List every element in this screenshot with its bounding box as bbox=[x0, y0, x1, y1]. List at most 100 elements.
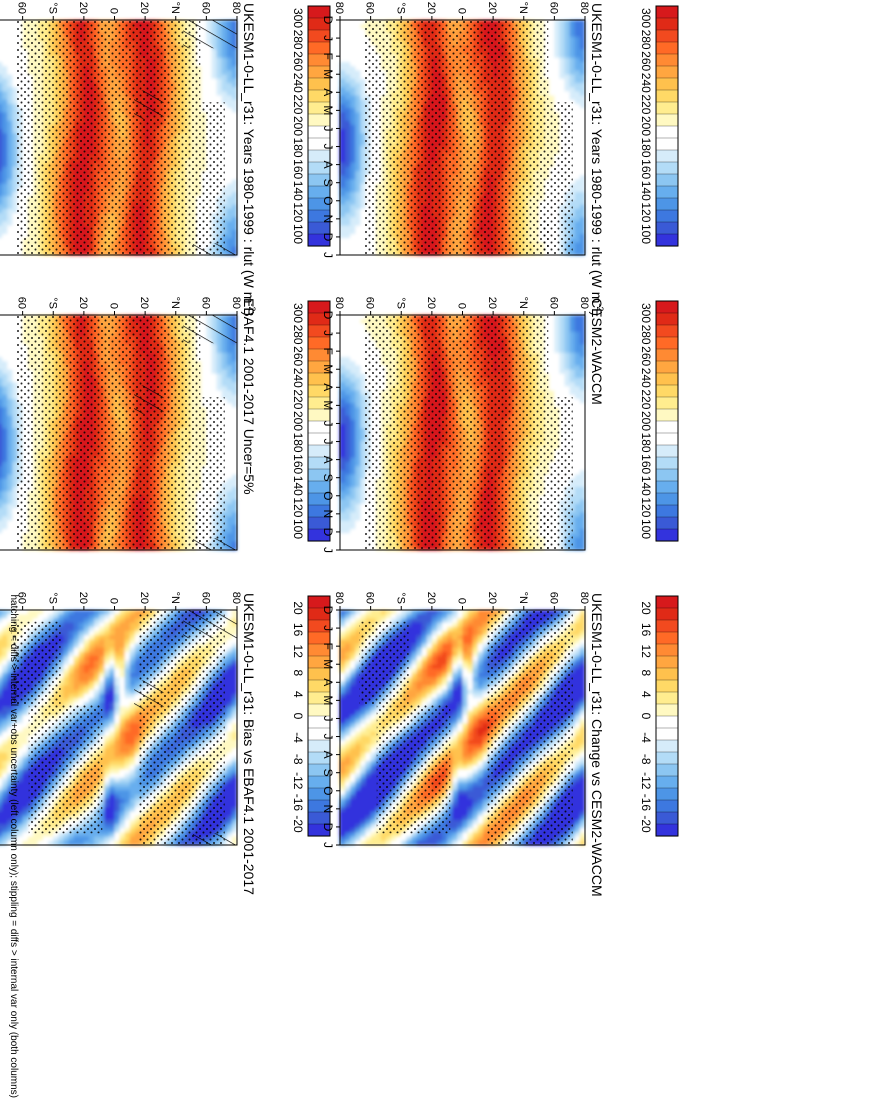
field-cell bbox=[231, 175, 237, 181]
field-cell bbox=[231, 70, 237, 76]
field-cell bbox=[558, 57, 565, 63]
field-cell bbox=[6, 175, 13, 181]
field-cell bbox=[548, 87, 555, 92]
field-cell bbox=[1, 141, 8, 147]
field-cell bbox=[349, 40, 356, 46]
field-cell bbox=[0, 213, 3, 218]
field-cell bbox=[548, 45, 555, 50]
field-cell bbox=[563, 61, 570, 67]
field-cell bbox=[579, 91, 585, 97]
field-cell bbox=[574, 32, 580, 38]
field-cell bbox=[354, 74, 361, 80]
field-cell bbox=[1, 78, 8, 84]
field-cell bbox=[0, 61, 3, 67]
field-cell bbox=[226, 91, 232, 97]
field-cell bbox=[354, 192, 361, 197]
field-cell bbox=[6, 234, 13, 239]
field-cell bbox=[0, 175, 3, 181]
field-cell bbox=[574, 112, 580, 118]
field-cell bbox=[226, 116, 232, 122]
field-cell bbox=[569, 82, 575, 88]
field-cell bbox=[200, 91, 207, 97]
field-cell bbox=[563, 91, 570, 97]
field-cell bbox=[226, 150, 232, 155]
panel-title: UKESM1-0-LL_r31: Years 1980-1999 : rlut … bbox=[241, 3, 257, 316]
field-cell bbox=[226, 225, 232, 231]
field-cell bbox=[563, 78, 570, 84]
field-cell bbox=[231, 238, 237, 244]
field-cell bbox=[349, 74, 356, 80]
field-cell bbox=[548, 95, 555, 101]
field-cell bbox=[349, 179, 356, 185]
colorbar-label: 180 bbox=[291, 138, 305, 158]
field-cell bbox=[574, 154, 580, 160]
field-cell bbox=[558, 95, 565, 101]
field-cell bbox=[231, 204, 237, 210]
field-cell bbox=[349, 124, 356, 130]
field-cell bbox=[574, 208, 580, 214]
hatch-region bbox=[134, 90, 164, 119]
field-cell bbox=[558, 20, 565, 25]
field-cell bbox=[579, 145, 585, 151]
field-cell bbox=[349, 24, 356, 29]
field-cell bbox=[1, 133, 8, 139]
field-cell bbox=[0, 225, 3, 231]
field-cell bbox=[1, 145, 8, 151]
field-cell bbox=[6, 225, 13, 231]
field-cell bbox=[231, 108, 237, 113]
field-cell bbox=[574, 82, 580, 88]
field-cell bbox=[210, 74, 217, 80]
field-cell bbox=[574, 192, 580, 197]
field-cell bbox=[349, 70, 356, 76]
field-cell bbox=[0, 137, 3, 143]
field-cell bbox=[548, 74, 555, 80]
field-cell bbox=[226, 175, 232, 181]
field-cell bbox=[579, 49, 585, 55]
field-cell bbox=[215, 61, 222, 67]
field-cell bbox=[11, 66, 18, 71]
field-cell bbox=[0, 229, 3, 235]
field-cell bbox=[0, 32, 3, 38]
field-cell bbox=[574, 57, 580, 63]
field-cell bbox=[354, 32, 361, 38]
field-cell bbox=[354, 129, 361, 134]
field-cell bbox=[226, 192, 232, 197]
field-cell bbox=[0, 187, 3, 193]
field-cell bbox=[231, 124, 237, 130]
field-cell bbox=[574, 49, 580, 55]
field-cell bbox=[6, 213, 13, 218]
field-cell bbox=[6, 66, 13, 71]
hatch-region bbox=[183, 20, 237, 49]
field-cell bbox=[1, 166, 8, 172]
panel-title: UKESM1-0-LL_r31: Years 1980-1999 : rlut … bbox=[589, 3, 605, 316]
field-cell bbox=[579, 213, 585, 218]
field-cell bbox=[6, 78, 13, 84]
field-cell bbox=[349, 150, 356, 155]
field-cell bbox=[344, 137, 351, 143]
field-cell bbox=[579, 137, 585, 143]
field-cell bbox=[569, 91, 575, 97]
field-cell bbox=[6, 200, 13, 206]
field-cell bbox=[231, 91, 237, 97]
field-cell bbox=[6, 24, 13, 29]
field-cell bbox=[354, 171, 361, 176]
field-cell bbox=[205, 74, 212, 80]
field-cell bbox=[558, 61, 565, 67]
field-cell bbox=[226, 124, 232, 130]
field-cell bbox=[1, 221, 8, 227]
field-cell bbox=[231, 57, 237, 63]
field-cell bbox=[553, 53, 560, 59]
stipple-region bbox=[200, 102, 225, 220]
field-cell bbox=[344, 57, 351, 63]
colorbar-label: 280 bbox=[291, 30, 305, 50]
field-cell bbox=[226, 137, 232, 143]
field-cell bbox=[0, 66, 3, 71]
field-cell bbox=[354, 24, 361, 29]
field-cell bbox=[231, 66, 237, 71]
field-cell bbox=[553, 91, 560, 97]
field-cell bbox=[574, 200, 580, 206]
field-cell bbox=[349, 166, 356, 172]
field-cell bbox=[354, 141, 361, 147]
